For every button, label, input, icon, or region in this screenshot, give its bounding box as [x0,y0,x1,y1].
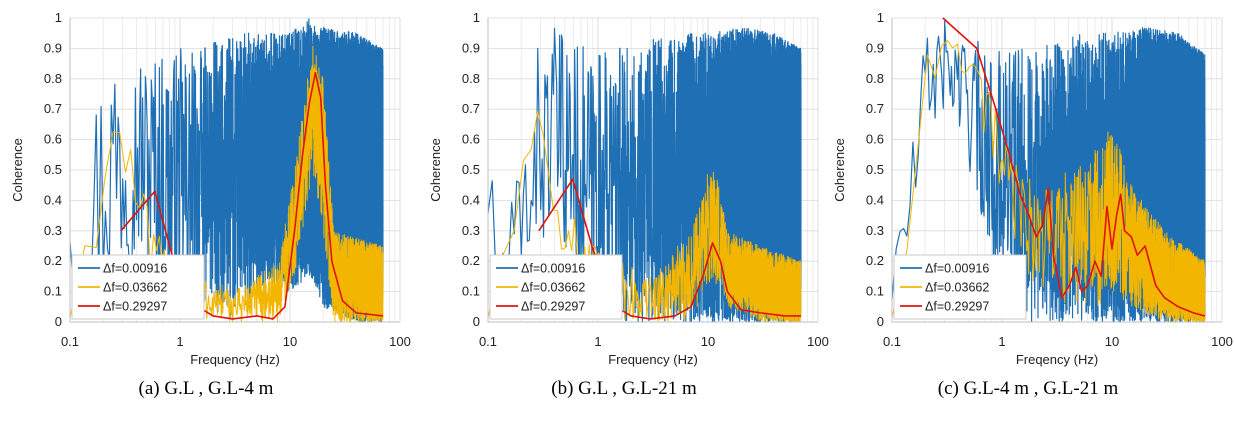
x-tick-label: 10 [283,334,297,349]
y-tick-label: 0.4 [44,192,62,207]
y-axis-label: Coherence [832,138,847,202]
y-tick-label: 0.3 [44,223,62,238]
x-tick-label: 10 [1105,334,1119,349]
x-tick-label: 10 [701,334,715,349]
legend: Δf=0.00916 Δf=0.03662 Δf=0.29297 [489,254,623,320]
y-tick-label: 1 [55,10,62,25]
chart-b-svg: 0 0.1 0.2 0.3 0.4 0.5 0.6 0.7 0.8 0.9 1 0.1 1 10 100 Fr… [428,10,829,367]
y-tick-label: 0.9 [462,40,480,55]
y-tick-label: 0.7 [866,101,884,116]
legend-label-1: Δf=0.00916 [925,262,989,276]
legend-label-3: Δf=0.29297 [521,300,585,314]
legend-label-2: Δf=0.03662 [521,281,585,295]
chart-panel-b: 0 0.1 0.2 0.3 0.4 0.5 0.6 0.7 0.8 0.9 1 0.1 1 10 100 Fr… [418,0,830,423]
x-tick-label: 1 [176,334,183,349]
y-tick-label: 0 [473,314,480,329]
y-tick-label: 0.3 [866,223,884,238]
y-tick-label: 0.1 [866,284,884,299]
x-tick-label: 0.1 [883,334,901,349]
y-tick-label: 0.9 [44,40,62,55]
y-tick-label: 0.8 [866,71,884,86]
y-tick-label: 0.6 [44,132,62,147]
y-tick-label: 0.6 [866,132,884,147]
x-tick-label: 1 [594,334,601,349]
y-tick-label: 0.1 [44,284,62,299]
legend-label-1: Δf=0.00916 [521,262,585,276]
legend: Δf=0.00916 Δf=0.03662 Δf=0.29297 [71,254,205,320]
y-tick-label: 0.6 [462,132,480,147]
legend-label-1: Δf=0.00916 [103,262,167,276]
y-tick-label: 0.4 [866,192,884,207]
x-tick-label: 100 [389,334,411,349]
y-tick-label: 0.7 [44,101,62,116]
series-line-3 [942,17,1206,317]
legend-label-3: Δf=0.29297 [925,300,989,314]
y-tick-label: 0.5 [866,162,884,177]
y-tick-label: 0.8 [44,71,62,86]
chart-panel-c: 0 0.1 0.2 0.3 0.4 0.5 0.6 0.7 0.8 0.9 1 0.1 1 10 100 Fr… [822,0,1234,423]
chart-a-svg: 0 0.1 0.2 0.3 0.4 0.5 0.6 0.7 0.8 0.9 1 0.1 1 10 100 Fr… [10,10,411,367]
chart-a-caption: (a) G.L , G.L-4 m [138,378,274,399]
series-line-2 [487,110,802,323]
y-tick-label: 0.1 [462,284,480,299]
y-tick-label: 0.2 [462,253,480,268]
chart-b-caption: (b) G.L , G.L-21 m [551,378,697,399]
series-line-2 [69,45,384,323]
legend: Δf=0.00916 Δf=0.03662 Δf=0.29297 [893,254,1027,320]
y-tick-label: 1 [877,10,884,25]
y-tick-label: 0.2 [866,253,884,268]
x-axis-label: Frequency (Hz) [190,352,280,367]
y-tick-label: 0.9 [866,40,884,55]
legend-label-3: Δf=0.29297 [103,300,167,314]
x-axis-label: Freqency (Hz) [1016,352,1098,367]
x-tick-label: 0.1 [479,334,497,349]
x-tick-label: 0.1 [61,334,79,349]
chart-panel-a: 0 0.1 0.2 0.3 0.4 0.5 0.6 0.7 0.8 0.9 1 0.1 1 10 100 Fr… [0,0,412,423]
legend-label-2: Δf=0.03662 [925,281,989,295]
x-axis-label: Frequency (Hz) [608,352,698,367]
y-tick-label: 0.3 [462,223,480,238]
y-tick-label: 0.5 [462,162,480,177]
legend-label-2: Δf=0.03662 [103,281,167,295]
y-tick-label: 0.8 [462,71,480,86]
y-tick-label: 0 [877,314,884,329]
chart-c-svg: 0 0.1 0.2 0.3 0.4 0.5 0.6 0.7 0.8 0.9 1 0.1 1 10 100 Fr… [832,10,1233,367]
x-tick-label: 100 [1211,334,1233,349]
x-tick-label: 100 [807,334,829,349]
y-tick-label: 0.5 [44,162,62,177]
y-tick-label: 0.2 [44,253,62,268]
chart-c-caption: (c) G.L-4 m , G.L-21 m [937,378,1119,399]
y-tick-label: 0.7 [462,101,480,116]
y-tick-label: 0 [55,314,62,329]
y-tick-label: 0.4 [462,192,480,207]
series-line-1 [69,18,384,323]
series-group [891,17,1206,323]
series-line-1 [891,20,1206,323]
y-axis-label: Coherence [428,138,443,202]
x-tick-label: 1 [998,334,1005,349]
y-tick-label: 1 [473,10,480,25]
y-axis-label: Coherence [10,138,25,202]
